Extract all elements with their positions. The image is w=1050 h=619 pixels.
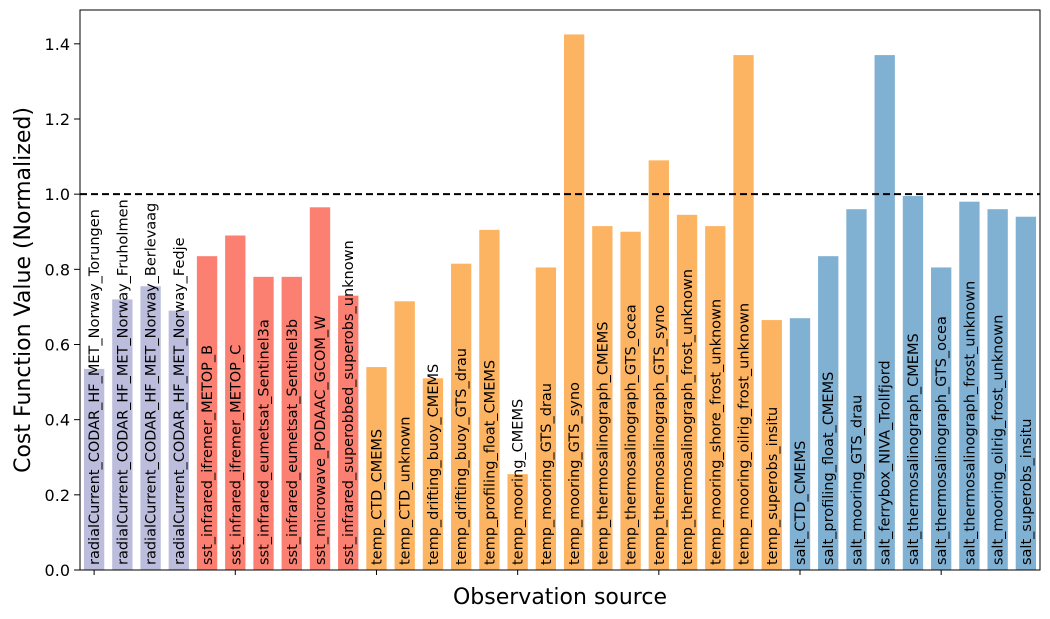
bar-label: salt_profiling_float_CMEMS (821, 372, 837, 565)
bar-temp_CTD_unknown (394, 301, 415, 570)
bar-radialCurrent_CODAR_HF_MET_Norway_Berlevaag (140, 286, 161, 570)
bar-label: temp_CTD_unknown (398, 417, 414, 565)
bar-temp_profiling_float_CMEMS (479, 229, 500, 570)
bar-temp_mooring_GTS_syno (563, 34, 585, 571)
bar-salt_profiling_float_CMEMS (818, 256, 839, 570)
bar-labels-group: radialCurrent_CODAR_HF_MET_Norway_Torung… (87, 199, 1035, 565)
bar-sst_microwave_PODAAC_GCOM_W (309, 207, 331, 570)
bar-label: temp_thermosalinograph_CMEMS (595, 322, 611, 565)
bar-label: sst_infrared_eumetsat_Sentinel3a (257, 319, 273, 565)
bar-salt_thermosalinograph_CMEMS (902, 196, 924, 571)
bar-salt_thermosalinograph_GTS_ocea (931, 267, 952, 570)
y-tick-label: 1.0 (45, 185, 70, 204)
bar-label: temp_mooring_oilrig_frost_unknown (737, 303, 753, 565)
bar-label: salt_thermosalinograph_CMEMS (906, 333, 922, 565)
bar-label: radialCurrent_CODAR_HF_MET_Norway_Torung… (87, 209, 103, 565)
y-tick-label: 0.8 (45, 260, 70, 279)
bar-temp_CTD_CMEMS (366, 367, 387, 570)
bar-label: salt_CTD_CMEMS (793, 441, 809, 565)
bar-sst_infrared_eumetsat_Sentinel3b (281, 276, 302, 570)
bar-label: salt_mooring_oilrig_frost_unknown (991, 315, 1007, 565)
bar-label: temp_mooring_CMEMS (511, 399, 527, 565)
bar-salt_CTD_CMEMS (789, 318, 811, 570)
bar-radialCurrent_CODAR_HF_MET_Norway_Fruholmen (112, 299, 133, 570)
bar-label: temp_thermosalinograph_GTS_syno (652, 305, 668, 565)
bar-label: salt_thermosalinograph_GTS_ocea (934, 316, 950, 565)
bar-label: radialCurrent_CODAR_HF_MET_Norway_Fedje (172, 237, 188, 565)
bar-temp_mooring_CMEMS (507, 474, 528, 570)
bar-temp_mooring_GTS_drau (535, 267, 557, 570)
y-tick-label: 1.4 (45, 35, 70, 54)
bar-temp_thermosalinograph_GTS_ocea (620, 231, 641, 571)
plot-frame (79, 9, 1041, 571)
bar-label: salt_superobs_insitu (1019, 419, 1035, 565)
bar-temp_drifting_buoy_GTS_drau (451, 263, 472, 570)
y-tick-label: 0.4 (45, 411, 70, 430)
bar-salt_mooring_oilrig_frost_unknown (987, 209, 1008, 570)
bar-label: temp_mooring_GTS_drau (539, 383, 555, 565)
bar-temp_thermosalinograph_frost_unknown (676, 214, 698, 570)
bar-label: salt_ferrybox_NIVA_Trollfjord (878, 360, 894, 565)
bars-group (83, 34, 1037, 571)
bar-salt_superobs_insitu (1015, 216, 1037, 570)
y-axis: 0.0 0.2 0.4 0.6 0.8 1.0 1.2 1.4 (45, 35, 80, 580)
y-tick-label: 0.2 (45, 486, 70, 505)
bar-label: radialCurrent_CODAR_HF_MET_Norway_Fruhol… (115, 199, 131, 565)
bar-sst_infrared_superobbed_superobs_unknown (338, 295, 359, 570)
bar-label: sst_infrared_ifremer_METOP_B (200, 345, 216, 565)
y-tick-label: 0.6 (45, 335, 70, 354)
bar-temp_superobs_insitu (761, 320, 782, 570)
bar-sst_infrared_ifremer_METOP_C (225, 235, 246, 570)
bar-sst_infrared_eumetsat_Sentinel3a (253, 276, 274, 570)
bar-label: salt_thermosalinograph_frost_unknown (962, 281, 978, 565)
bar-label: temp_mooring_GTS_syno (567, 382, 583, 565)
bar-temp_drifting_buoy_CMEMS (422, 378, 444, 570)
bar-label: sst_infrared_ifremer_METOP_C (228, 345, 244, 565)
y-tick-label: 1.2 (45, 110, 70, 129)
bar-label: salt_mooring_GTS_drau (849, 395, 865, 565)
bar-label: sst_infrared_superobbed_superobs_unknown (341, 240, 357, 565)
bar-label: temp_drifting_buoy_CMEMS (426, 364, 442, 565)
bar-temp_mooring_shore_frost_unknown (705, 226, 726, 571)
bar-label: temp_thermosalinograph_GTS_ocea (624, 304, 640, 565)
bar-salt_mooring_GTS_drau (846, 209, 867, 570)
bar-sst_infrared_ifremer_METOP_B (196, 256, 218, 570)
x-axis-title: Observation source (453, 585, 667, 610)
bar-temp_thermosalinograph_CMEMS (592, 226, 613, 571)
bar-salt_ferrybox_NIVA_Trollfjord (874, 55, 895, 571)
bar-temp_thermosalinograph_GTS_syno (648, 160, 669, 570)
bar-label: radialCurrent_CODAR_HF_MET_Norway_Berlev… (144, 203, 160, 565)
bar-radialCurrent_CODAR_HF_MET_Norway_Fedje (168, 310, 189, 570)
bar-radialCurrent_CODAR_HF_MET_Norway_Torungen (83, 368, 105, 570)
bar-salt_thermosalinograph_frost_unknown (959, 201, 980, 570)
bar-temp_mooring_oilrig_frost_unknown (733, 55, 754, 571)
bar-label: temp_drifting_buoy_GTS_drau (454, 348, 470, 565)
bar-label: sst_microwave_PODAAC_GCOM_W (313, 316, 329, 565)
bar-label: temp_profiling_float_CMEMS (482, 360, 498, 565)
y-axis-title: Cost Function Value (Normalized) (11, 107, 36, 473)
bar-label: temp_mooring_shore_frost_unknown (708, 299, 724, 565)
y-tick-label: 0.0 (45, 561, 70, 580)
bar-label: temp_superobs_insitu (765, 407, 781, 565)
bar-label: temp_CTD_CMEMS (369, 429, 385, 565)
x-axis (93, 570, 942, 575)
bar-label: temp_thermosalinograph_frost_unknown (680, 269, 696, 565)
bar-label: sst_infrared_eumetsat_Sentinel3b (285, 319, 301, 565)
